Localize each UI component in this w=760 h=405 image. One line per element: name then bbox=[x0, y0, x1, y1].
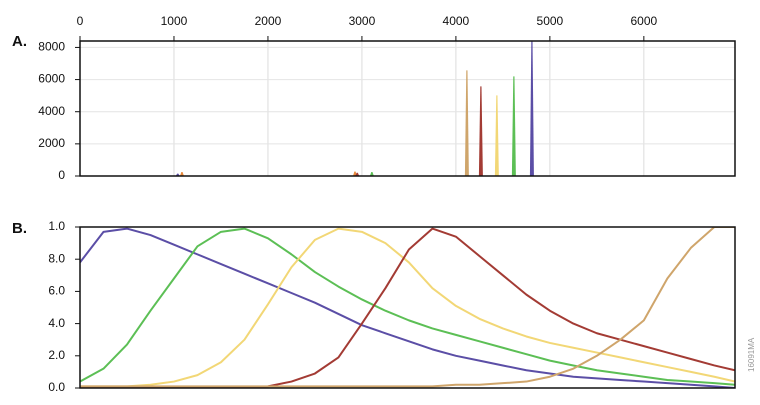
plot-frame bbox=[79, 40, 736, 177]
peak bbox=[355, 172, 360, 176]
curve bbox=[80, 227, 735, 388]
y-tick-label: 8000 bbox=[38, 40, 65, 54]
peak bbox=[478, 86, 483, 176]
y-tick-label: 6.0 bbox=[48, 284, 65, 298]
curve bbox=[80, 227, 735, 388]
y-tick-label: 0 bbox=[58, 168, 65, 182]
y-tick-label: 8.0 bbox=[48, 251, 65, 265]
plot-frame bbox=[79, 226, 736, 389]
panel-label: B. bbox=[12, 220, 27, 237]
x-tick-label: 4000 bbox=[443, 14, 470, 28]
y-tick-label: 2.0 bbox=[48, 348, 65, 362]
peak bbox=[179, 171, 184, 176]
panel-label: A. bbox=[12, 33, 27, 50]
plot bbox=[175, 41, 534, 176]
y-tick-label: 1.0 bbox=[48, 219, 65, 233]
x-tick-label: 5000 bbox=[537, 14, 564, 28]
curve bbox=[80, 227, 735, 386]
peak bbox=[511, 76, 516, 176]
y-tick-label: 2000 bbox=[38, 136, 65, 150]
x-tick-label: 6000 bbox=[630, 14, 657, 28]
peak bbox=[369, 171, 374, 176]
x-tick-label: 2000 bbox=[255, 14, 282, 28]
side-code: 16091MA bbox=[747, 337, 756, 372]
peak bbox=[464, 70, 469, 176]
plot bbox=[80, 227, 735, 388]
y-tick-label: 4.0 bbox=[48, 316, 65, 330]
y-tick-label: 4000 bbox=[38, 104, 65, 118]
curve bbox=[80, 227, 735, 388]
curve bbox=[80, 227, 735, 388]
peak bbox=[529, 41, 534, 176]
peak bbox=[494, 95, 499, 176]
x-tick-label: 0 bbox=[77, 14, 84, 28]
x-tick-label: 1000 bbox=[161, 14, 188, 28]
y-tick-label: 0.0 bbox=[48, 380, 65, 394]
y-tick-label: 6000 bbox=[38, 72, 65, 86]
x-tick-label: 3000 bbox=[349, 14, 376, 28]
